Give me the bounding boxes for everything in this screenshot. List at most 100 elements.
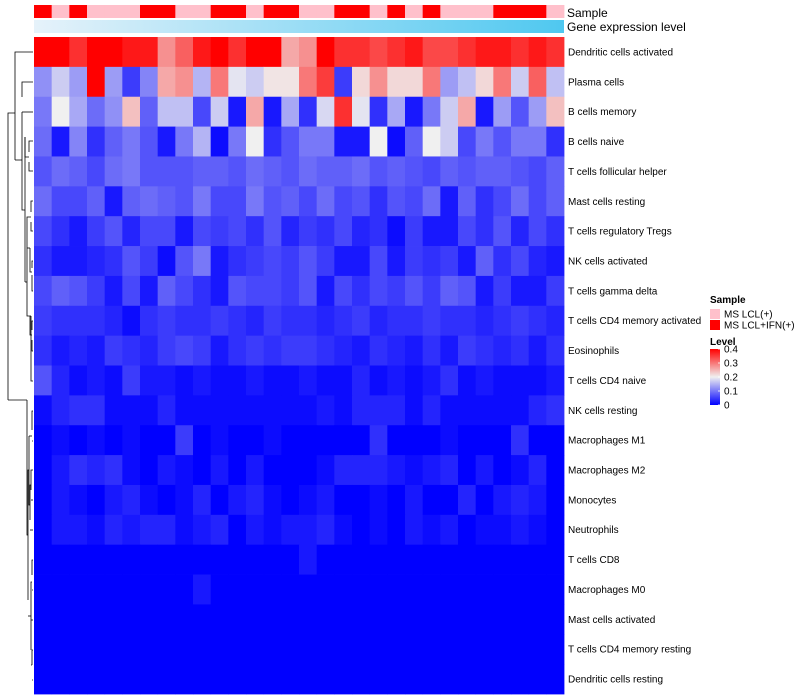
heatmap-cell bbox=[440, 484, 459, 516]
heatmap-cell bbox=[299, 335, 318, 366]
heatmap-cell bbox=[51, 395, 70, 426]
heatmap-cell bbox=[157, 664, 176, 695]
heatmap-cell bbox=[475, 574, 494, 605]
heatmap-cell bbox=[440, 664, 459, 695]
heatmap-cell bbox=[334, 66, 353, 98]
heatmap-cell bbox=[228, 275, 247, 307]
heatmap-cell bbox=[493, 365, 512, 396]
heatmap-cell bbox=[458, 156, 477, 187]
heatmap-cell bbox=[122, 126, 141, 157]
level-tick-label: 0.1 bbox=[724, 387, 738, 398]
heatmap-cell bbox=[299, 604, 318, 635]
heatmap-cell bbox=[87, 365, 106, 396]
heatmap-cell bbox=[387, 66, 406, 98]
heatmap-cell bbox=[511, 126, 530, 157]
heatmap-cell bbox=[140, 275, 159, 307]
heatmap-cell bbox=[528, 395, 547, 426]
heatmap-cell bbox=[528, 335, 547, 366]
heatmap-cell bbox=[193, 186, 212, 217]
heatmap-cell bbox=[299, 484, 318, 516]
heatmap-cell bbox=[87, 96, 106, 127]
heatmap-cell bbox=[316, 186, 335, 217]
heatmap-cell bbox=[51, 335, 70, 366]
heatmap-cell bbox=[493, 634, 512, 665]
heatmap-cell bbox=[334, 126, 353, 157]
row-label: NK cells resting bbox=[568, 406, 637, 417]
heatmap-cell bbox=[87, 156, 106, 187]
heatmap-cell bbox=[387, 305, 406, 337]
heatmap-cell bbox=[334, 216, 353, 247]
heatmap-cell bbox=[263, 365, 282, 396]
heatmap-cell bbox=[440, 156, 459, 187]
heatmap-cell bbox=[316, 335, 335, 366]
heatmap-cell bbox=[34, 96, 53, 127]
heatmap-cell bbox=[440, 305, 459, 337]
heatmap-cell bbox=[440, 126, 459, 157]
sample-annotation-cell bbox=[493, 5, 512, 18]
sample-annotation-cell bbox=[51, 5, 70, 18]
heatmap-cell bbox=[122, 604, 141, 635]
heatmap-cell bbox=[546, 37, 565, 68]
heatmap-cell bbox=[193, 275, 212, 307]
row-label: T cells regulatory Tregs bbox=[568, 227, 672, 238]
heatmap-cell bbox=[299, 544, 318, 575]
sample-annotation-cell bbox=[140, 5, 159, 18]
heatmap-cell bbox=[334, 37, 353, 68]
heatmap-cell bbox=[175, 395, 194, 426]
heatmap-cell bbox=[299, 66, 318, 98]
heatmap-cell bbox=[104, 484, 123, 516]
heatmap-cell bbox=[405, 425, 424, 456]
heatmap-cell bbox=[387, 484, 406, 516]
heatmap-cell bbox=[334, 514, 353, 546]
heatmap-cell bbox=[51, 544, 70, 575]
row-label: Macrophages M0 bbox=[568, 585, 646, 596]
sample-annotation-cell bbox=[475, 5, 494, 18]
heatmap-cell bbox=[104, 305, 123, 337]
heatmap-cell bbox=[316, 664, 335, 695]
heatmap-cell bbox=[69, 365, 88, 396]
heatmap-cell bbox=[493, 186, 512, 217]
legend: Sample MS LCL(+)MS LCL+IFN(+) Level 0.40… bbox=[710, 295, 795, 412]
heatmap-cell bbox=[122, 544, 141, 575]
heatmap-cell bbox=[157, 246, 176, 277]
heatmap-cell bbox=[34, 425, 53, 456]
heatmap-cell bbox=[69, 634, 88, 665]
heatmap-cell bbox=[440, 216, 459, 247]
level-tick-label: 0.4 bbox=[724, 345, 738, 356]
heatmap-cell bbox=[122, 66, 141, 98]
heatmap-cell bbox=[210, 335, 229, 366]
heatmap-cell bbox=[352, 604, 371, 635]
heatmap-cell bbox=[405, 514, 424, 546]
heatmap-cell bbox=[528, 514, 547, 546]
sample-annotation-cell bbox=[157, 5, 176, 18]
heatmap-cell bbox=[281, 246, 300, 277]
heatmap-cell bbox=[528, 246, 547, 277]
heatmap-cell bbox=[299, 634, 318, 665]
heatmap-cell bbox=[405, 484, 424, 516]
sample-annotation-cell bbox=[546, 5, 565, 18]
heatmap-cell bbox=[228, 514, 247, 546]
heatmap-cell bbox=[334, 664, 353, 695]
heatmap-cell bbox=[193, 604, 212, 635]
heatmap-cell bbox=[104, 335, 123, 366]
heatmap-cell bbox=[440, 37, 459, 68]
heatmap-cell bbox=[422, 246, 441, 277]
heatmap-cell bbox=[140, 126, 159, 157]
heatmap-cell bbox=[193, 96, 212, 127]
heatmap-cell bbox=[263, 37, 282, 68]
heatmap-cell bbox=[87, 395, 106, 426]
heatmap-cell bbox=[493, 156, 512, 187]
heatmap-cell bbox=[246, 664, 265, 695]
heatmap-cell bbox=[210, 664, 229, 695]
heatmap-cell bbox=[263, 484, 282, 516]
heatmap-cell bbox=[405, 246, 424, 277]
heatmap-cell bbox=[546, 425, 565, 456]
heatmap-cell bbox=[228, 484, 247, 516]
heatmap-cell bbox=[246, 425, 265, 456]
heatmap-cell bbox=[140, 305, 159, 337]
heatmap-cell bbox=[87, 275, 106, 307]
heatmap-cell bbox=[140, 186, 159, 217]
heatmap-cell bbox=[175, 574, 194, 605]
heatmap-cell bbox=[51, 37, 70, 68]
heatmap-cell bbox=[493, 574, 512, 605]
